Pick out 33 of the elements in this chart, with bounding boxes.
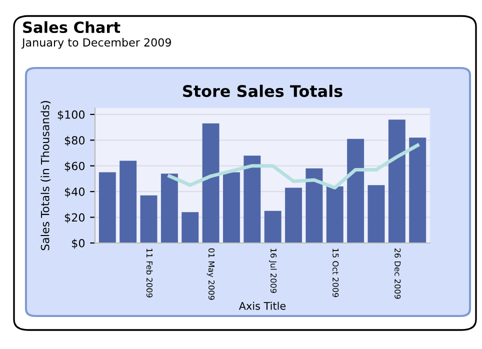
- bar: [98, 172, 116, 243]
- x-tick-label: 15 Oct 2009: [332, 248, 339, 298]
- y-axis-title: Sales Totals (in Thousands): [40, 101, 51, 250]
- y-tick-label: $0: [72, 238, 85, 249]
- y-tick-label: $60: [64, 162, 85, 172]
- bar: [264, 210, 282, 243]
- bar: [160, 174, 178, 243]
- bar: [202, 123, 220, 243]
- text: January to December 2009: [21, 38, 171, 49]
- x-tick-label: 16 Jul 2009: [269, 248, 277, 293]
- chart-title: Store Sales Totals: [183, 84, 342, 98]
- bar: [409, 138, 426, 243]
- bar: [368, 185, 385, 243]
- x-tick-label: 11 Feb 2009: [146, 248, 153, 298]
- bar: [120, 160, 137, 243]
- x-tick-label: 26 Dec 2009: [394, 248, 401, 299]
- y-tick-label: $80: [64, 136, 85, 146]
- bar: [223, 172, 240, 243]
- y-tick-label: $20: [64, 213, 85, 224]
- text: Sales Chart: [23, 21, 120, 34]
- bar: [347, 138, 364, 243]
- bar: [285, 188, 302, 243]
- y-tick-label: $40: [64, 187, 85, 198]
- y-tick-label: $100: [58, 110, 85, 120]
- x-axis-title: Axis Title: [238, 302, 286, 310]
- x-tick-label: 01 May 2009: [206, 248, 215, 300]
- bar: [244, 156, 261, 243]
- bar: [388, 120, 406, 243]
- line-series: [168, 144, 420, 190]
- bar: [326, 186, 344, 243]
- bar: [306, 168, 323, 243]
- bar: [140, 195, 158, 243]
- bar: [182, 212, 199, 243]
